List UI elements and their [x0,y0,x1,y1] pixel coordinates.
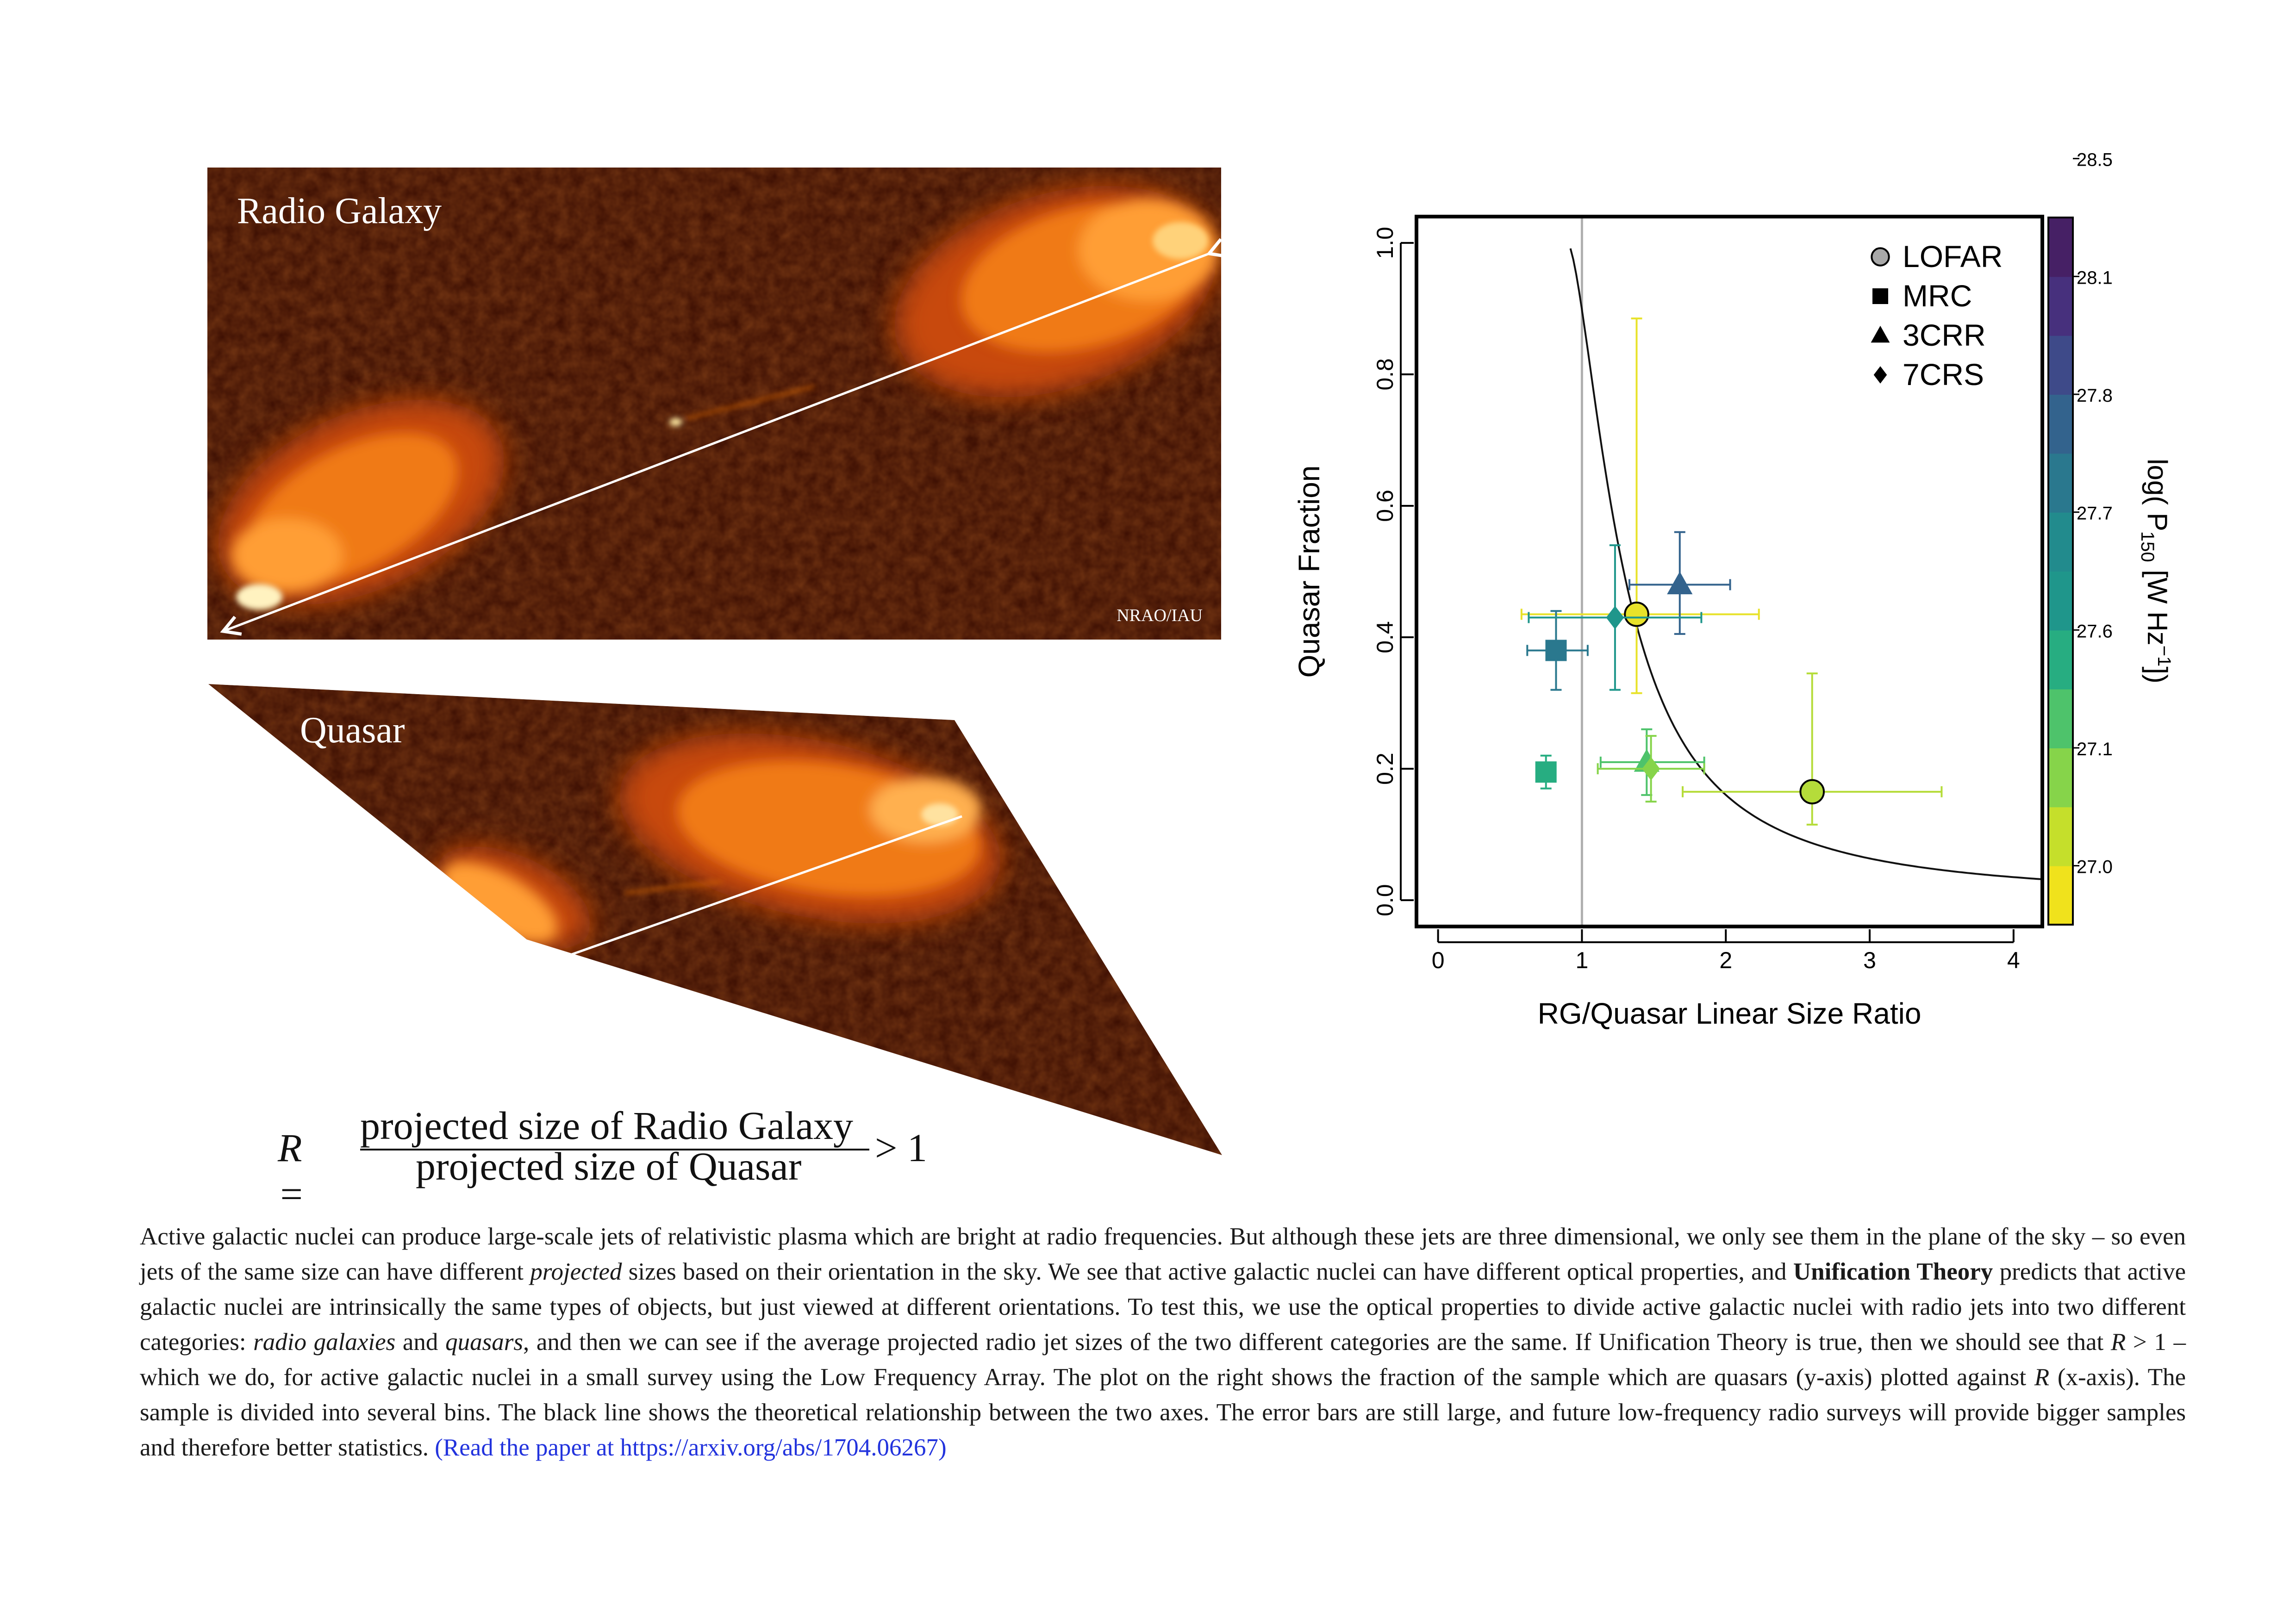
legend-marker-3crr [1871,325,1890,343]
caption-text: (x-axis). The sample is divided into sev… [140,1364,2186,1461]
colorbar-segment [2048,512,2073,572]
legend-marker-mrc [1872,288,1888,304]
colorbar-tick-label: 27.0 [2077,857,2113,877]
colorbar-tick-label: 27.7 [2077,504,2113,524]
caption-emphasis: projected [530,1258,622,1285]
caption-bold: Unification Theory [1793,1258,1993,1285]
paper-link[interactable]: (Read the paper at https://arxiv.org/abs… [435,1434,947,1461]
equation-rhs: > 1 [875,1126,928,1170]
y-tick-label: 1.0 [1372,227,1398,259]
colorbar-frame [2047,217,2074,926]
data-point-7crs [1642,757,1660,781]
legend-label: MRC [1903,279,1972,313]
colorbar-segment [2048,689,2073,748]
quasar-fraction-chart: 0 1 2 3 4 0.0 0.2 0.4 0.6 0.8 1.0 RG/Quasar Linear … [1292,150,2174,1030]
legend-label: 3CRR [1903,318,1986,352]
plot-frame [1415,215,2044,928]
quasar-label: Quasar [300,710,405,751]
caption-text: , and then we can see if the average pro… [523,1329,2111,1356]
legend-marker-lofar [1871,247,1890,267]
colorbar-segment [2048,748,2073,808]
colorbar-segment [2048,218,2073,277]
colorbar-segment [2048,335,2073,395]
colorbar-segment [2048,807,2073,866]
colorbar-segment [2048,276,2073,336]
colorbar-label-part: −1 [2154,646,2174,667]
equation-lhs: R = [278,1126,305,1216]
legend-marker-7crs [1873,366,1887,384]
caption: Active galactic nuclei can produce large… [140,1219,2186,1465]
x-tick-label: 1 [1576,947,1589,973]
legend-label: 7CRS [1903,357,1984,392]
colorbar-tick-label: 27.1 [2077,739,2113,759]
x-tick-label: 2 [1719,947,1732,973]
caption-emphasis: radio galaxies [253,1329,396,1356]
y-tick-label: 0.4 [1372,621,1398,653]
caption-text: > 1 – which we do, for active galactic n… [140,1329,2186,1391]
y-tick-label: 0.0 [1372,884,1398,916]
legend-label: LOFAR [1903,239,2003,274]
equation-denominator: projected size of Quasar [416,1144,802,1188]
caption-text: sizes based on their orientation in the … [622,1258,1793,1285]
colorbar-tick-label: 28.5 [2077,150,2113,170]
radio-images: Radio Galaxy NRAO/IAU Quasar [207,168,1228,1155]
caption-math: R [2034,1364,2050,1391]
caption-text: predicts that active galactic nuclei are… [140,1258,2186,1356]
colorbar-segment [2048,394,2073,454]
data-point-7crs [1606,606,1624,629]
theory-curve [1569,248,2043,880]
colorbar-segment [2048,630,2073,690]
colorbar-tick-label: 27.8 [2077,386,2113,406]
caption-emphasis: quasars [445,1329,523,1356]
colorbar-segment [2048,453,2073,513]
x-tick-label: 0 [1432,947,1445,973]
colorbar-label-part: ]) [2142,666,2173,684]
x-tick-label: 4 [2007,947,2020,973]
quasar-size-line [569,815,962,957]
colorbar-label-part: [W Hz [2142,562,2173,646]
x-axis-label: RG/Quasar Linear Size Ratio [1538,997,1922,1030]
colorbar-label-part: log( P [2142,459,2173,531]
data-point-mrc [1535,761,1557,783]
data-point-mrc [1545,640,1567,661]
colorbar-label-part: 150 [2137,531,2158,562]
y-tick-label: 0.8 [1372,358,1398,391]
caption-text: and [395,1329,446,1356]
colorbar-label: log( P150 [W Hz−1]) [2137,459,2174,684]
caption-text: Active galactic nuclei can produce large… [140,1223,2186,1285]
x-tick-label: 3 [1863,947,1876,973]
data-point-lofar [1624,602,1649,627]
y-tick-label: 0.6 [1372,490,1398,522]
y-axis-label: Quasar Fraction [1292,466,1326,678]
data-point-3crr [1667,571,1693,595]
radio-galaxy-label: Radio Galaxy [237,191,442,231]
y-tick-label: 0.2 [1372,752,1398,785]
equation-numerator: projected size of Radio Galaxy [360,1103,854,1148]
colorbar-segment [2048,865,2073,925]
colorbar-tick-label: 27.6 [2077,621,2113,641]
data-point-lofar [1799,779,1825,805]
credit-label: NRAO/IAU [1117,606,1203,625]
equation-fraction-bar [360,1149,869,1150]
caption-math: R [2110,1329,2126,1356]
radio-galaxy-size-arrow [220,238,1228,636]
colorbar-tick-label: 28.1 [2077,267,2113,288]
colorbar-segment [2048,571,2073,631]
